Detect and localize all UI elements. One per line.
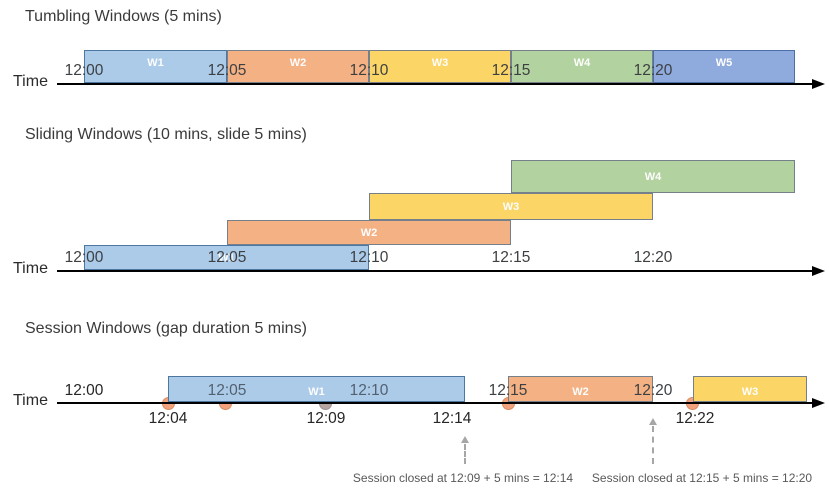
window-label: W4: [644, 170, 662, 183]
callout-arrow-line: [652, 426, 654, 464]
event-time-label: 12:04: [148, 410, 188, 427]
tick-label: 12:10: [349, 382, 389, 399]
tick-label: 12:20: [633, 382, 673, 399]
axis-arrowhead-icon: [812, 266, 825, 276]
time-axis-label: Time: [13, 260, 48, 277]
tick-label: 12:00: [64, 249, 104, 266]
callout-arrow-line: [464, 444, 466, 464]
time-axis-label: Time: [13, 392, 48, 409]
tick-label: 12:20: [633, 249, 673, 266]
tick-label: 12:05: [207, 62, 247, 79]
event-time-label: 12:09: [306, 410, 346, 427]
window-label: W3: [431, 57, 449, 69]
callout-arrowhead-icon: [649, 418, 657, 425]
window-label: W3: [741, 386, 759, 398]
window-box-w1: W1: [84, 245, 369, 270]
tick-label: 12:10: [349, 62, 389, 79]
axis-arrowhead-icon: [812, 398, 825, 408]
window-box-w5: W5: [653, 50, 795, 83]
window-label: W3: [502, 200, 520, 213]
window-label: W2: [572, 386, 589, 398]
window-box-w2: W2: [508, 376, 653, 402]
tick-label: 12:20: [633, 62, 673, 79]
diagram-title: Tumbling Windows (5 mins): [25, 8, 222, 25]
event-time-label: 12:14: [432, 410, 472, 427]
tick-label: 12:15: [491, 249, 531, 266]
time-axis-line: [57, 270, 812, 272]
tick-label: 12:05: [207, 382, 247, 399]
tick-label: 12:15: [488, 382, 528, 399]
window-box-w3: W3: [693, 376, 807, 402]
window-label: W2: [289, 57, 307, 69]
window-label: W1: [218, 251, 235, 264]
window-box-w3: W3: [369, 193, 653, 220]
window-box-w1: W1: [84, 50, 227, 83]
window-box-w3: W3: [369, 50, 511, 83]
window-label: W2: [360, 226, 378, 239]
tick-label: 12:10: [349, 249, 389, 266]
tick-label: 12:00: [64, 62, 104, 79]
window-box-w4: W4: [511, 160, 795, 193]
window-label: W1: [308, 386, 325, 398]
event-time-label: 12:22: [675, 410, 715, 427]
window-box-w2: W2: [227, 50, 369, 83]
time-axis-label: Time: [13, 73, 48, 90]
window-box-w4: W4: [511, 50, 653, 83]
time-axis-line: [57, 402, 812, 404]
tick-label: 12:05: [207, 249, 247, 266]
tick-label: 12:15: [491, 62, 531, 79]
callout-arrowhead-icon: [461, 436, 469, 443]
window-label: W5: [715, 57, 733, 69]
callout-text: Session closed at 12:09 + 5 mins = 12:14: [352, 471, 574, 485]
window-box-w2: W2: [227, 220, 511, 245]
diagram-title: Session Windows (gap duration 5 mins): [25, 320, 307, 337]
window-label: W4: [573, 57, 591, 69]
diagram-title: Sliding Windows (10 mins, slide 5 mins): [25, 126, 307, 143]
callout-text: Session closed at 12:15 + 5 mins = 12:20: [591, 471, 813, 485]
tick-label: 12:00: [64, 382, 104, 399]
window-label: W1: [147, 57, 164, 69]
time-axis-line: [57, 83, 812, 85]
window-box-w1: W1: [168, 376, 465, 402]
axis-arrowhead-icon: [812, 79, 825, 89]
